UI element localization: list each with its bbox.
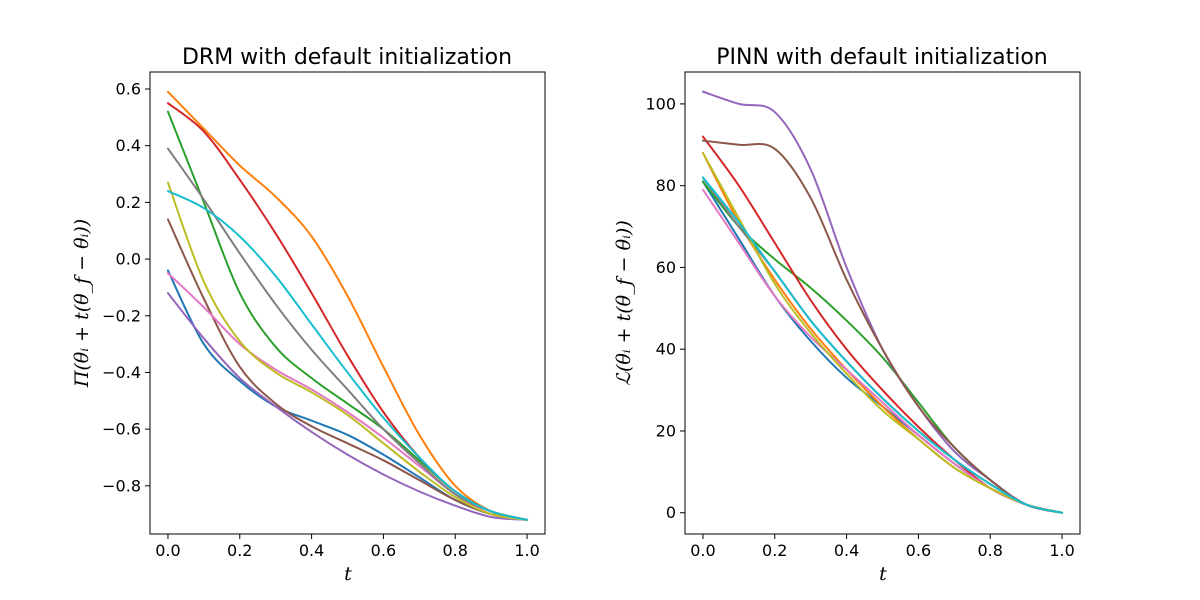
drm-chart-panel: DRM with default initialization 0.60.40.… [71, 45, 546, 585]
drm-y-tick-label: −0.2 [102, 306, 141, 325]
pinn-x-tick-label: 0.0 [690, 541, 715, 560]
pinn-series-line-6 [701, 139, 1064, 514]
pinn-x-tick-label: 0.8 [978, 541, 1003, 560]
drm-series-line-2 [166, 90, 529, 521]
pinn-x-tick-label: 0.6 [906, 541, 931, 560]
drm-x-tick-label: 1.0 [514, 541, 539, 560]
drm-y-ticks: 0.6 0.4 0.2 0.0 −0.2 −0.4 −0.6 −0.8 [102, 80, 150, 495]
pinn-y-tick-label: 40 [656, 340, 676, 359]
pinn-x-tick-label: 0.2 [762, 541, 787, 560]
pinn-x-ticks: 0.0 0.2 0.4 0.6 0.8 1.0 [690, 534, 1075, 560]
pinn-y-ticks: 100 80 60 40 20 0 [645, 94, 685, 522]
drm-x-tick-label: 0.4 [299, 541, 324, 560]
drm-x-ticks: 0.0 0.2 0.4 0.6 0.8 1.0 [155, 534, 540, 560]
drm-x-tick-label: 0.2 [227, 541, 252, 560]
drm-y-tick-label: 0.4 [116, 136, 141, 155]
drm-series-line-9 [166, 181, 529, 521]
drm-x-tick-label: 0.8 [443, 541, 468, 560]
pinn-y-tick-label: 0 [666, 503, 676, 522]
drm-chart-title: DRM with default initialization [182, 45, 512, 70]
drm-y-tick-label: −0.4 [102, 363, 141, 382]
drm-y-tick-label: −0.8 [102, 476, 141, 495]
pinn-series-line-9 [701, 151, 1064, 514]
drm-series-line-5 [166, 292, 529, 521]
drm-y-tick-label: 0.2 [116, 193, 141, 212]
drm-series-line-10 [166, 190, 529, 521]
pinn-y-axis-label: ℒ(θᵢ + t(θ_f − θᵢ)) [613, 220, 635, 385]
pinn-y-tick-label: 20 [656, 421, 676, 440]
drm-y-tick-label: 0.0 [116, 250, 141, 269]
pinn-x-tick-label: 1.0 [1049, 541, 1074, 560]
drm-y-tick-label: −0.6 [102, 420, 141, 439]
drm-series-line-8 [166, 147, 529, 521]
drm-plot-frame [149, 71, 546, 535]
drm-x-tick-label: 0.0 [155, 541, 180, 560]
pinn-plot-frame [684, 71, 1081, 535]
drm-x-axis-label: t [344, 563, 352, 585]
pinn-x-axis-label: t [879, 563, 887, 585]
pinn-chart-title: PINN with default initialization [716, 45, 1048, 70]
drm-y-tick-label: 0.6 [116, 80, 141, 99]
drm-y-axis-label: Π(θᵢ + t(θ_f − θᵢ)) [71, 219, 93, 388]
pinn-chart-panel: PINN with default initialization 100 80 60… [613, 45, 1081, 585]
pinn-series-lines [701, 90, 1064, 514]
pinn-series-line-10 [701, 176, 1064, 514]
pinn-y-tick-label: 100 [645, 94, 676, 113]
pinn-x-tick-label: 0.4 [834, 541, 859, 560]
pinn-y-tick-label: 80 [656, 176, 676, 195]
pinn-y-tick-label: 60 [656, 258, 676, 277]
drm-series-line-6 [166, 218, 529, 521]
drm-series-lines [166, 90, 529, 521]
drm-x-tick-label: 0.6 [371, 541, 396, 560]
